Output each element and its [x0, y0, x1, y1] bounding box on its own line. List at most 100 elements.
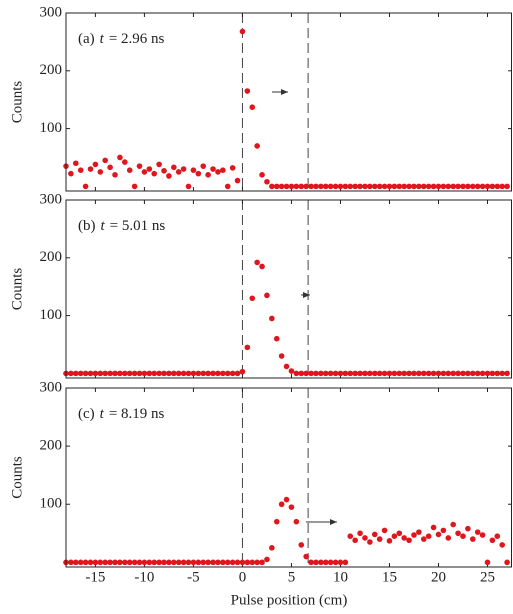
data-point — [298, 542, 305, 548]
data-point — [322, 370, 329, 377]
data-point — [288, 504, 295, 510]
x-tick-label: -5 — [187, 569, 200, 585]
data-point — [215, 559, 221, 566]
data-point — [224, 559, 231, 566]
data-point — [117, 370, 123, 377]
data-point — [425, 533, 432, 539]
y-axis-label: Counts — [9, 456, 25, 499]
data-point — [97, 169, 104, 175]
data-point — [102, 559, 109, 566]
data-point — [420, 370, 427, 377]
data-point — [87, 166, 94, 172]
data-point — [131, 559, 138, 566]
data-point — [445, 535, 452, 541]
data-point — [234, 177, 241, 184]
plot-frame — [65, 387, 512, 568]
data-point — [313, 183, 319, 190]
data-point — [484, 183, 491, 190]
data-point — [504, 370, 510, 377]
data-point — [259, 172, 265, 178]
data-point — [357, 183, 363, 190]
data-point — [146, 559, 153, 566]
data-point — [107, 559, 113, 566]
data-point — [171, 370, 177, 377]
data-point — [92, 559, 99, 566]
data-point — [210, 370, 216, 377]
panel-rest: = 5.01 ns — [110, 218, 166, 234]
data-point — [371, 370, 378, 377]
x-axis-label: Pulse position (cm) — [231, 592, 348, 608]
data-point — [455, 370, 461, 377]
data-point — [92, 370, 99, 377]
data-point — [474, 183, 481, 190]
data-point — [180, 559, 187, 566]
data-point — [479, 370, 486, 377]
data-point — [244, 559, 251, 566]
x-tick-label: 20 — [431, 569, 446, 585]
y-tick-label: 200 — [40, 438, 63, 454]
plot-frame — [65, 12, 512, 192]
data-point — [205, 172, 211, 178]
data-point — [190, 370, 197, 377]
x-tick-label: 15 — [382, 569, 397, 585]
data-point — [205, 559, 211, 566]
data-point — [430, 524, 437, 531]
data-point — [288, 368, 295, 374]
data-point — [489, 370, 496, 377]
y-axis-label: Counts — [9, 268, 25, 311]
data-point — [416, 370, 422, 377]
data-point — [288, 183, 295, 190]
y-tick-label: 300 — [40, 191, 63, 207]
data-point — [234, 559, 241, 566]
plot-frame — [65, 199, 512, 379]
panel-var: t — [101, 218, 106, 234]
data-point — [141, 559, 148, 566]
data-point — [131, 183, 138, 190]
data-point — [180, 370, 187, 377]
data-point — [254, 559, 260, 566]
data-point — [224, 370, 231, 377]
data-point — [313, 559, 319, 566]
data-point — [92, 161, 99, 168]
data-point — [376, 370, 383, 377]
data-point — [244, 344, 251, 351]
data-point — [303, 183, 309, 190]
data-point — [391, 533, 398, 539]
data-point — [126, 370, 133, 377]
data-point — [264, 292, 270, 299]
data-point — [249, 295, 256, 302]
data-point — [82, 559, 89, 566]
panel-rest: = 2.96 ns — [109, 31, 165, 47]
data-point — [278, 501, 285, 508]
data-point — [269, 183, 275, 190]
data-point — [391, 183, 398, 190]
x-tick-label: 25 — [480, 569, 495, 585]
data-point — [318, 370, 324, 377]
data-point — [82, 370, 89, 377]
panel-label: (a) t = 2.96 ns — [78, 31, 165, 47]
data-point — [396, 183, 403, 190]
data-point — [175, 559, 182, 566]
data-point — [244, 88, 251, 94]
data-point — [469, 536, 476, 542]
panel-rest: = 8.19 ns — [109, 406, 165, 422]
data-point — [416, 529, 422, 535]
data-point — [450, 521, 456, 528]
data-point — [293, 518, 300, 525]
data-point — [278, 183, 285, 190]
data-point — [308, 370, 314, 377]
data-point — [117, 559, 123, 566]
data-point — [352, 537, 358, 544]
y-axis-label: Counts — [9, 81, 25, 124]
data-point — [73, 160, 79, 167]
data-point — [273, 183, 280, 190]
data-point — [371, 531, 378, 538]
data-point — [122, 370, 128, 377]
data-point — [259, 559, 265, 566]
data-point — [455, 530, 461, 537]
data-point — [362, 535, 368, 541]
data-point — [342, 370, 349, 377]
data-point — [151, 370, 158, 377]
data-point — [357, 370, 363, 377]
